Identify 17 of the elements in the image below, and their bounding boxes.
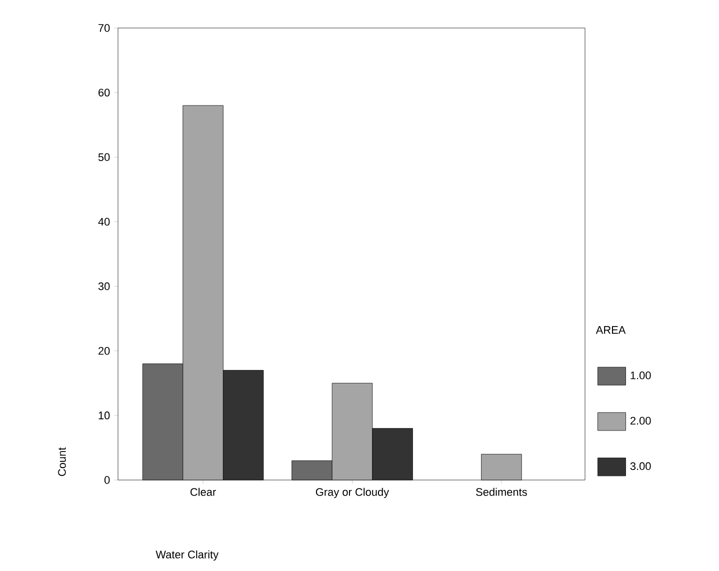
- x-tick-label: Sediments: [476, 488, 527, 496]
- y-tick-label: 70: [98, 24, 110, 32]
- y-tick-label: 10: [98, 412, 110, 420]
- legend-label: 1.00: [630, 371, 651, 380]
- y-tick-label: 60: [98, 88, 110, 96]
- x-tick-label: Gray or Cloudy: [316, 488, 390, 498]
- legend-label: 2.00: [630, 416, 651, 425]
- x-axis-title: Water Clarity: [156, 550, 219, 561]
- legend-title: AREA: [596, 326, 626, 334]
- y-axis-title: Count: [58, 447, 66, 476]
- y-tick-label: 20: [98, 346, 110, 355]
- y-tick-label: 50: [98, 153, 110, 162]
- x-tick-label: Clear: [190, 488, 216, 496]
- legend-label: 3.00: [630, 462, 651, 470]
- y-tick-label: 30: [98, 282, 110, 290]
- y-tick-label: 0: [104, 476, 110, 484]
- y-tick-label: 40: [98, 218, 110, 226]
